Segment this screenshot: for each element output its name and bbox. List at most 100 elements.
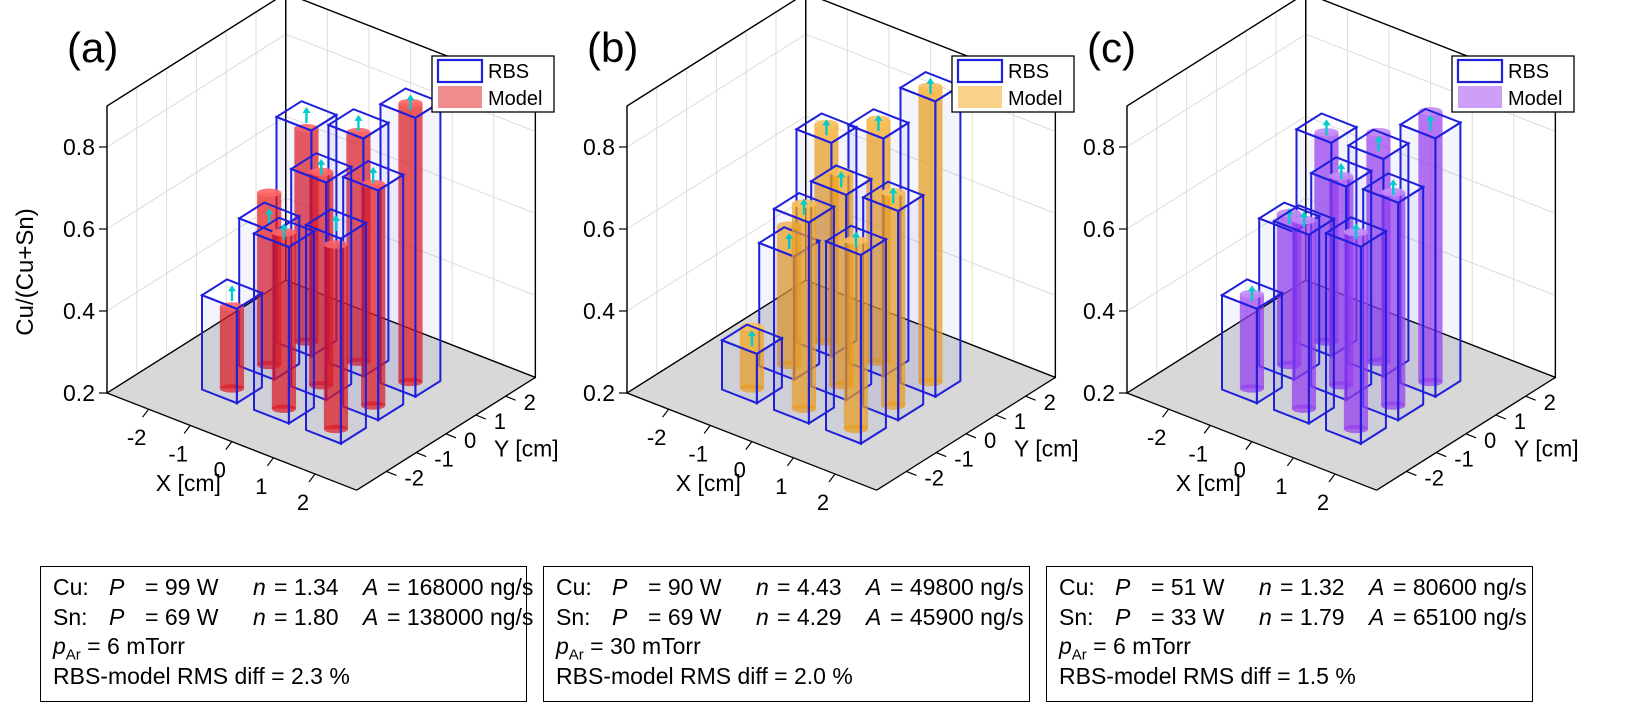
error-arrow-head	[889, 187, 898, 194]
power-value: = 51 W	[1151, 574, 1225, 600]
error-arrow-head	[228, 285, 236, 292]
model-bar-base	[1239, 384, 1265, 393]
rbs-bar-front	[1273, 219, 1310, 425]
legend-rbs-label: RBS	[1508, 61, 1549, 83]
error-arrow-head	[1337, 163, 1346, 169]
legend-rbs-swatch	[436, 58, 484, 84]
model-bar-base	[1418, 377, 1443, 387]
z-tick-label: 0.4	[63, 298, 95, 324]
legend-model-swatch	[958, 86, 1002, 108]
cu-parameters: Cu: P = 90 W n = 4.43 A = 49800 ng/s	[556, 573, 1029, 603]
error-arrow-head	[1322, 119, 1331, 126]
parameters-box-b: Cu: P = 90 W n = 4.43 A = 49800 ng/s Sn:…	[543, 566, 1030, 702]
legend-rbs-label: RBS	[1008, 61, 1049, 83]
rbs-bar-front	[773, 207, 810, 425]
model-bar-base	[918, 377, 943, 387]
rbs-bar-top	[326, 108, 391, 140]
legend-rbs-swatch	[1456, 58, 1504, 84]
error-arrow-head	[1300, 211, 1308, 218]
y-tick	[1025, 395, 1036, 401]
error-arrow-head	[851, 231, 860, 238]
power-value: = 90 W	[648, 574, 722, 600]
n-symbol: n	[1259, 603, 1272, 630]
n-symbol: n	[756, 574, 769, 600]
legend-rbs-swatch	[956, 58, 1004, 84]
pressure-symbol: p	[1059, 633, 1072, 659]
y-axis-title: Y [cm]	[1514, 436, 1579, 462]
rate-value: = 80600 ng/s	[1393, 574, 1527, 600]
bar-pair	[340, 159, 406, 422]
x-tick	[183, 425, 191, 434]
error-arrow-head	[1248, 285, 1256, 292]
x-tick	[266, 457, 274, 467]
n-value: = 4.29	[777, 603, 842, 630]
z-tick-label: 0.2	[63, 380, 95, 406]
x-axis-line	[106, 392, 357, 491]
x-tick-label: -1	[1188, 441, 1208, 466]
panel-label: (a)	[67, 24, 118, 71]
model-bar-base	[881, 401, 906, 410]
x-tick	[1162, 408, 1170, 418]
n-value: = 1.34	[274, 574, 339, 600]
n-value: = 1.80	[274, 603, 339, 630]
y-tick-label: -2	[924, 465, 944, 490]
model-bar-top	[323, 240, 349, 249]
power-value: = 69 W	[648, 603, 722, 630]
error-arrow-head	[1426, 114, 1435, 121]
error-arrow-head	[265, 208, 274, 215]
model-bar-top	[257, 188, 282, 197]
n-symbol: n	[253, 603, 266, 630]
y-axis-line	[876, 376, 1056, 491]
rate-symbol: A	[363, 603, 379, 630]
x-tick	[745, 441, 753, 450]
pressure-symbol: p	[556, 633, 569, 659]
x-tick-label: -2	[127, 425, 147, 450]
y-tick-label: 0	[984, 428, 996, 453]
x-tick-label: 2	[297, 490, 309, 515]
x-tick	[225, 441, 233, 450]
power-symbol: P	[1115, 603, 1131, 630]
y-tick-label: 2	[524, 390, 536, 415]
element-label: Sn:	[53, 603, 88, 630]
rbs-bar-top	[1271, 204, 1337, 236]
rbs-bar-side	[897, 193, 925, 422]
rbs-bar-top	[1294, 112, 1359, 145]
power-symbol: P	[612, 574, 628, 600]
rbs-bar-top	[719, 323, 785, 356]
z-tick-label: 0.6	[63, 216, 95, 242]
parameters-box-c: Cu: P = 51 W n = 1.32 A = 80600 ng/s Sn:…	[1046, 566, 1533, 702]
model-bar	[1239, 294, 1265, 389]
bar-pair	[823, 224, 889, 446]
legend-model-label: Model	[488, 88, 542, 110]
y-tick	[1406, 470, 1417, 476]
power-symbol: P	[109, 603, 125, 630]
z-tick-label: 0.8	[63, 134, 95, 160]
model-bar-base	[1291, 404, 1317, 413]
x-tick-label: 1	[255, 474, 267, 499]
bar-pair	[719, 322, 785, 405]
rbs-bar-top	[1360, 172, 1426, 204]
z-tick-label: 0.8	[583, 134, 615, 160]
y-tick	[1435, 452, 1447, 458]
z-tick-label: 0.8	[1083, 134, 1115, 160]
x-axis-title: X [cm]	[156, 470, 221, 496]
rbs-bar-top	[1219, 278, 1285, 310]
x-tick-label: -1	[168, 441, 188, 466]
rate-value: = 168000 ng/s	[387, 574, 534, 600]
y-tick-label: -2	[1424, 465, 1444, 490]
rbs-bar-top	[1256, 201, 1322, 234]
rbs-bar-top	[1346, 128, 1411, 161]
rbs-bar-top	[823, 224, 889, 257]
rbs-bar-side	[1359, 229, 1387, 446]
y-tick-label: -1	[434, 447, 454, 472]
y-tick	[505, 395, 516, 401]
rate-symbol: A	[866, 603, 882, 630]
bar-pair	[251, 216, 317, 426]
pressure-value: = 6 mTorr	[1086, 633, 1191, 659]
bar-pair	[1398, 107, 1463, 399]
error-arrow-head	[785, 233, 794, 239]
bar-pair	[1219, 278, 1285, 405]
model-bar-base	[1381, 401, 1406, 410]
